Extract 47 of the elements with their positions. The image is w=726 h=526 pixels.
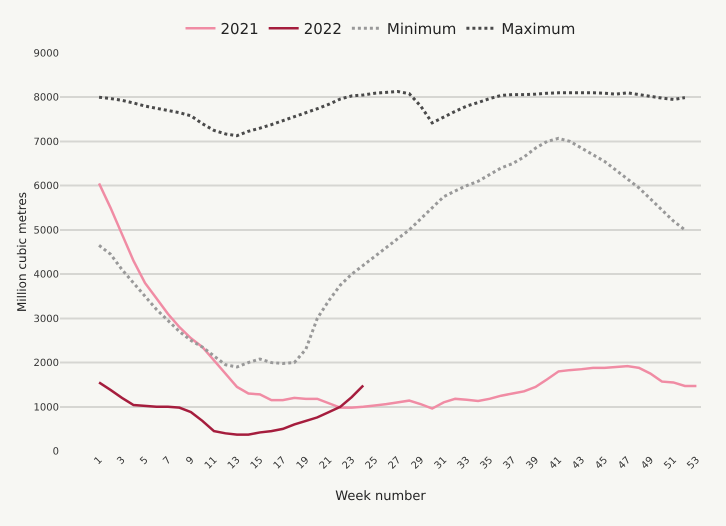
x-tick-label: 39 — [524, 454, 542, 472]
x-tick-label: 3 — [115, 454, 128, 468]
x-tick-label: 5 — [138, 454, 151, 468]
legend-label: 2021 — [220, 20, 259, 38]
y-tick-label: 6000 — [34, 181, 59, 192]
y-tick-label: 1000 — [34, 402, 59, 414]
line-series — [98, 136, 686, 368]
line-series — [98, 381, 365, 436]
x-tick-label: 19 — [294, 454, 312, 472]
line-series — [98, 182, 698, 410]
y-tick-label: 3000 — [34, 314, 59, 325]
x-tick-label: 11 — [202, 454, 220, 472]
x-tick-label: 41 — [547, 454, 564, 472]
x-tick-label: 27 — [386, 454, 404, 472]
y-tick-label: 5000 — [34, 225, 59, 236]
line-series — [98, 90, 686, 138]
x-axis-title: Week number — [335, 489, 426, 504]
x-tick-label: 7 — [161, 454, 174, 468]
y-axis-title: Million cubic metres — [15, 192, 29, 312]
x-tick-label: 49 — [639, 454, 656, 472]
x-tick-label: 33 — [456, 454, 472, 472]
x-tick-label: 53 — [685, 454, 702, 472]
y-tick-label: 8000 — [34, 92, 59, 104]
x-tick-label: 13 — [226, 454, 243, 472]
x-tick-label: 25 — [364, 454, 380, 472]
x-tick-label: 23 — [340, 454, 358, 472]
x-tick-label: 35 — [478, 454, 496, 472]
legend-label: Minimum — [386, 20, 456, 38]
x-tick-label: 45 — [593, 454, 610, 472]
x-tick-label: 47 — [616, 454, 634, 472]
y-tick-label: 4000 — [34, 270, 59, 281]
x-tick-label: 37 — [501, 454, 518, 472]
y-tick-label: 2000 — [34, 358, 59, 370]
y-tick-label: 7000 — [34, 136, 59, 148]
x-tick-label: 29 — [410, 454, 426, 472]
x-tick-label: 1 — [92, 454, 105, 468]
x-tick-label: 43 — [570, 454, 588, 472]
x-tick-label: 15 — [248, 454, 266, 472]
x-tick-label: 17 — [272, 454, 289, 472]
legend-label: Maximum — [501, 20, 576, 38]
y-tick-label: 0 — [52, 446, 59, 458]
legend-label: 2022 — [304, 20, 342, 38]
x-tick-label: 31 — [432, 454, 450, 472]
x-tick-label: 9 — [184, 454, 197, 468]
x-tick-label: 51 — [662, 454, 680, 472]
x-tick-label: 21 — [318, 454, 334, 472]
y-tick-label: 9000 — [34, 48, 59, 60]
